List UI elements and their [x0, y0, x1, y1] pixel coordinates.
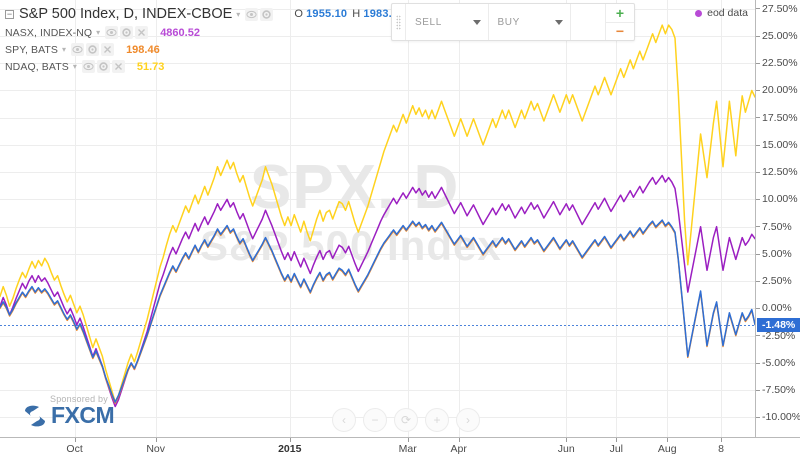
close-icon[interactable]: [135, 26, 149, 39]
price-axis-tick: 15.00%: [756, 139, 798, 151]
legend-symbol[interactable]: SPY, BATS: [5, 43, 59, 56]
ohlc-open-value: 1955.10: [306, 8, 348, 20]
price-axis-tick: -10.00%: [756, 411, 800, 423]
zoom-in-button[interactable]: +: [425, 408, 449, 432]
price-axis-tick: -2.50%: [756, 330, 795, 342]
chart-navigation-buttons: ‹ − ⟳ + ›: [332, 408, 480, 432]
chevron-down-icon[interactable]: ▾: [72, 62, 77, 71]
trade-panel[interactable]: SELL BUY + −: [391, 3, 635, 41]
time-axis-tick: Nov: [146, 443, 166, 455]
price-axis-tick: 7.50%: [756, 221, 792, 233]
chevron-down-icon[interactable]: ▾: [236, 9, 241, 19]
legend-row-comparison[interactable]: NDAQ, BATS ▾ 51.73: [5, 58, 419, 75]
time-axis-tick: Oct: [66, 443, 83, 455]
collapse-icon[interactable]: −: [5, 8, 14, 19]
eye-icon[interactable]: [81, 60, 95, 73]
price-axis-tick: 0.00%: [756, 302, 792, 314]
eye-icon[interactable]: [71, 43, 85, 56]
time-axis-pip: [721, 438, 722, 442]
chevron-down-icon[interactable]: ▾: [96, 28, 101, 37]
legend-row-comparison[interactable]: NASX, INDEX-NQ ▾ 4860.52: [5, 24, 419, 41]
gear-icon[interactable]: [86, 43, 100, 56]
time-axis-tick: 2015: [278, 443, 302, 455]
time-axis-tick: Mar: [398, 443, 417, 455]
ohlc-high-label: H: [352, 8, 361, 20]
drag-handle-icon[interactable]: [392, 4, 406, 40]
price-axis-tick: 22.50%: [756, 57, 798, 69]
legend-symbol[interactable]: NDAQ, BATS: [5, 60, 69, 73]
chart-gridlines: [0, 0, 755, 437]
gear-icon[interactable]: [260, 7, 274, 21]
price-axis-tick: 20.00%: [756, 84, 798, 96]
time-axis-pip: [156, 438, 157, 442]
price-axis-tick: 25.00%: [756, 30, 798, 42]
chevron-down-icon[interactable]: [472, 20, 481, 25]
legend-comparison-rows: NASX, INDEX-NQ ▾ 4860.52 SPY, BATS ▾ 198.46 ND…: [5, 24, 419, 75]
quantity-stepper: + −: [606, 4, 634, 40]
zoom-out-button[interactable]: −: [363, 408, 387, 432]
price-axis-tick: 17.50%: [756, 112, 798, 124]
eod-data-badge: eod data: [695, 7, 748, 19]
buy-button[interactable]: BUY: [489, 4, 571, 40]
sponsor-brand-row: FXCM: [22, 402, 115, 429]
price-axis-tick: 10.00%: [756, 193, 798, 205]
time-axis[interactable]: Oct Nov 2015 Mar Apr Jun Jul Aug 8: [0, 437, 800, 461]
chart-series-lines: [0, 24, 755, 408]
fxcm-mark-icon: [25, 405, 45, 426]
sell-label: SELL: [415, 16, 442, 28]
price-axis[interactable]: -1.48% 27.50% 25.00% 22.50% 20.00% 17.50% 15.…: [755, 0, 800, 437]
buy-label: BUY: [497, 16, 520, 28]
price-axis-tick: 2.50%: [756, 275, 792, 287]
legend-value: 51.73: [136, 60, 165, 73]
chevron-down-icon[interactable]: [555, 20, 563, 25]
legend-symbol[interactable]: NASX, INDEX-NQ: [5, 26, 93, 39]
eye-icon[interactable]: [245, 7, 259, 21]
time-axis-tick: Jun: [557, 443, 575, 455]
time-axis-pip: [459, 438, 460, 442]
legend-row-main[interactable]: − S&P 500 Index, D, INDEX-CBOE ▾ O 1955.1…: [5, 4, 419, 24]
eod-status-dot-icon: [695, 9, 703, 17]
time-axis-tick: Jul: [609, 443, 624, 455]
time-axis-pip: [616, 438, 617, 442]
price-axis-tick: 27.50%: [756, 3, 798, 15]
legend-value: 198.46: [126, 43, 160, 56]
scroll-right-button[interactable]: ›: [456, 408, 480, 432]
sponsor-logo[interactable]: Sponsored by FXCM: [22, 394, 115, 429]
price-axis-tick: 5.00%: [756, 248, 792, 260]
sponsor-text: Sponsored by: [50, 394, 108, 404]
time-axis-tick: 8: [718, 443, 724, 455]
time-axis-tick: Aug: [657, 443, 677, 455]
chart-legend: − S&P 500 Index, D, INDEX-CBOE ▾ O 1955.1…: [0, 0, 419, 75]
legend-main-symbol[interactable]: S&P 500 Index, D, INDEX-CBOE: [19, 6, 233, 22]
time-axis-pip: [290, 438, 291, 442]
close-icon[interactable]: [101, 43, 115, 56]
time-axis-pip: [408, 438, 409, 442]
increase-quantity-button[interactable]: +: [606, 4, 634, 23]
close-icon[interactable]: [111, 60, 125, 73]
time-axis-pip: [667, 438, 668, 442]
time-axis-pip: [566, 438, 567, 442]
sponsor-brand: FXCM: [51, 402, 115, 428]
ohlc-open-label: O: [294, 8, 304, 20]
gear-icon[interactable]: [120, 26, 134, 39]
time-axis-pip: [75, 438, 76, 442]
legend-row-comparison[interactable]: SPY, BATS ▾ 198.46: [5, 41, 419, 58]
eod-label: eod data: [707, 7, 748, 19]
price-axis-tick: -7.50%: [756, 384, 795, 396]
sell-button[interactable]: SELL: [406, 4, 489, 40]
legend-value: 4860.52: [160, 26, 200, 39]
price-axis-tick: 12.50%: [756, 166, 798, 178]
price-axis-tick: -5.00%: [756, 357, 795, 369]
last-price-label: -1.48%: [757, 317, 800, 332]
time-axis-tick: Apr: [450, 443, 467, 455]
eye-icon[interactable]: [105, 26, 119, 39]
scroll-left-button[interactable]: ‹: [332, 408, 356, 432]
reset-chart-button[interactable]: ⟳: [394, 408, 418, 432]
decrease-quantity-button[interactable]: −: [615, 23, 625, 40]
quantity-field[interactable]: [571, 4, 606, 40]
gear-icon[interactable]: [96, 60, 110, 73]
chevron-down-icon[interactable]: ▾: [62, 45, 67, 54]
